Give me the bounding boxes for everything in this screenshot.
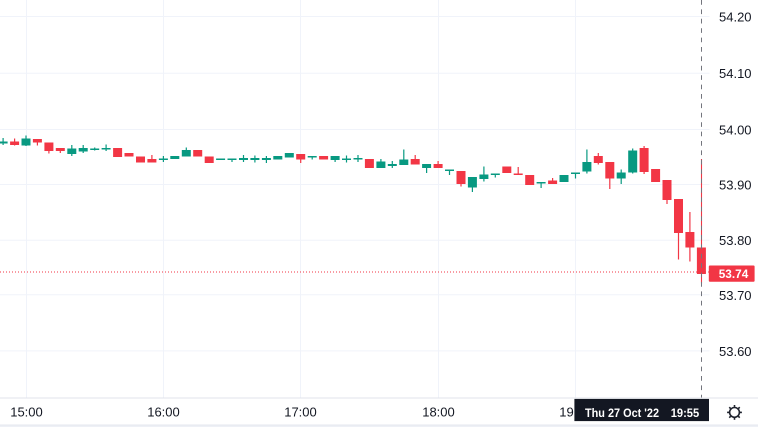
svg-text:Thu 27 Oct '22: Thu 27 Oct '22 — [585, 406, 659, 420]
svg-text:19:55: 19:55 — [671, 406, 700, 420]
svg-text:15:00: 15:00 — [10, 405, 43, 420]
svg-text:54.00: 54.00 — [719, 123, 752, 138]
svg-text:53.74: 53.74 — [719, 267, 749, 281]
svg-text:53.80: 53.80 — [719, 233, 752, 248]
svg-text:16:00: 16:00 — [147, 405, 180, 420]
svg-text:54.20: 54.20 — [719, 10, 752, 25]
svg-text:53.70: 53.70 — [719, 288, 752, 303]
svg-text:53.60: 53.60 — [719, 344, 752, 359]
svg-text:18:00: 18:00 — [422, 405, 455, 420]
svg-text:54.10: 54.10 — [719, 66, 752, 81]
svg-text:53.90: 53.90 — [719, 178, 752, 193]
svg-text:17:00: 17:00 — [284, 405, 317, 420]
